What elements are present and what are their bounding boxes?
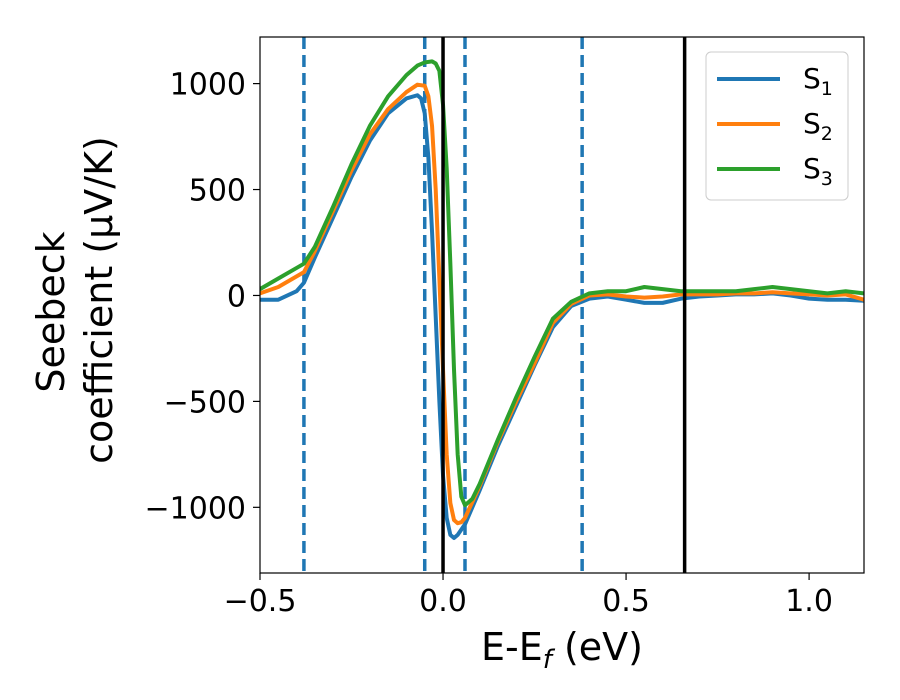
legend-label-s1: S1 xyxy=(803,62,833,100)
x-tick-label: 1.0 xyxy=(785,584,833,619)
y-tick-label: 1000 xyxy=(170,68,246,103)
series-line-s3 xyxy=(260,59,864,508)
axes-frame xyxy=(259,36,865,574)
axes: −0.5 0.0 0.5 1.0 −1000 −500 0 500 1000 xyxy=(145,36,865,619)
series-line-s2 xyxy=(260,82,864,526)
x-axis-label-unit: (eV) xyxy=(552,625,643,669)
x-axis-label: E-Ef (eV) xyxy=(481,625,643,675)
x-tick-label: −0.5 xyxy=(224,584,297,619)
axis-labels: E-Ef (eV) Seebeck coefficient (μV/K) xyxy=(29,136,643,675)
x-tick-label: 0.5 xyxy=(602,584,650,619)
y-tick-label: 500 xyxy=(189,174,246,209)
y-axis-label-line2: coefficient (μV/K) xyxy=(77,136,121,464)
x-tick-label: 0.0 xyxy=(419,584,467,619)
plot-area xyxy=(260,37,864,573)
plot-clip-group xyxy=(260,37,864,573)
legend-label-s2: S2 xyxy=(803,107,833,145)
y-tick-label: −500 xyxy=(164,385,246,420)
legend-label-s3: S3 xyxy=(803,152,833,190)
y-tick-label: 0 xyxy=(227,279,246,314)
y-axis-label-line1: Seebeck xyxy=(29,231,73,392)
y-tick-label: −1000 xyxy=(145,491,246,526)
legend: S1 S2 S3 xyxy=(705,51,849,201)
